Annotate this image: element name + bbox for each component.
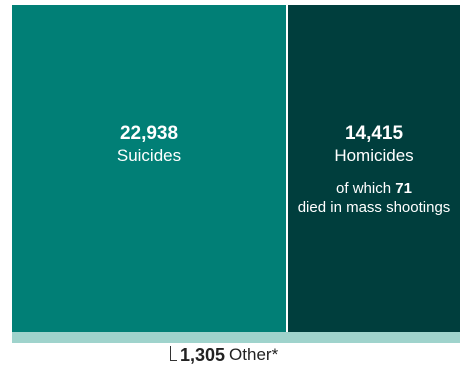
mass-shootings-note: of which 71 died in mass shootings [288, 180, 460, 218]
suicides-label: Suicides [116, 145, 182, 165]
suicides-tile: 22,938 Suicides [12, 5, 286, 332]
other-callout: 1,305 Other* [170, 342, 278, 368]
homicides-label-group: 14,415 Homicides of which 71 died in mas… [288, 123, 460, 218]
note-suffix: died in mass shootings [297, 198, 451, 216]
homicides-value: 14,415 [344, 123, 404, 144]
other-tile [12, 332, 460, 343]
other-label: Other* [229, 345, 279, 364]
mass-shootings-count: 71 [395, 180, 412, 198]
homicides-tile: 14,415 Homicides of which 71 died in mas… [288, 5, 460, 332]
homicides-label: Homicides [334, 145, 414, 165]
callout-bracket [170, 345, 177, 361]
note-prefix: of which [336, 180, 392, 198]
suicides-label-group: 22,938 Suicides [12, 123, 286, 166]
suicides-value: 22,938 [119, 123, 179, 144]
other-value: 1,305 [180, 344, 226, 365]
